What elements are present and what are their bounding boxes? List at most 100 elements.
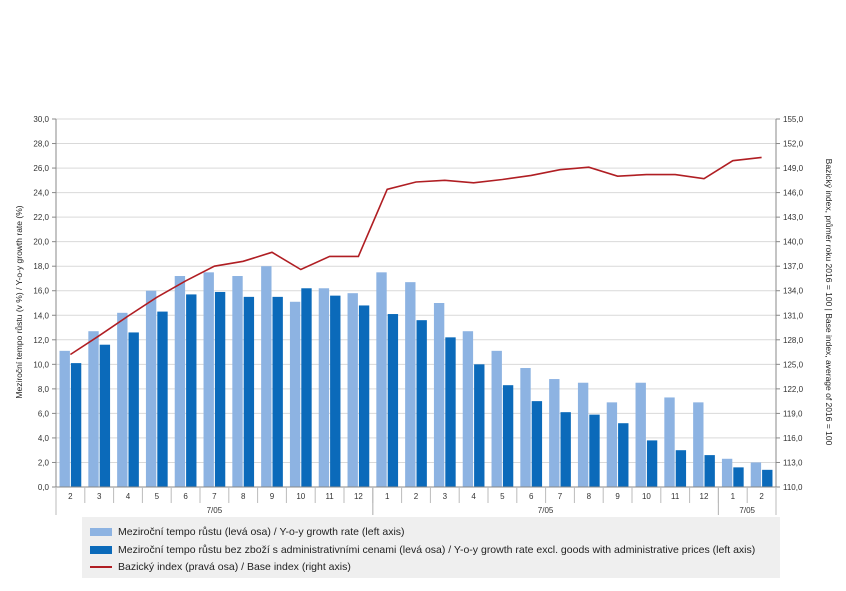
- legend-item-yoy: Meziroční tempo růstu (levá osa) / Y-o-y…: [90, 523, 405, 541]
- x-tick-label: 1: [385, 492, 390, 501]
- bar-yoy-excl: [704, 455, 715, 487]
- bar-yoy-excl: [675, 450, 687, 487]
- bar-yoy-excl: [128, 332, 139, 487]
- y-tick-label-right: 116,0: [783, 434, 803, 443]
- bar-yoy-excl: [186, 294, 197, 487]
- bar-yoy: [174, 276, 186, 487]
- legend-swatch-yoy-excl: [90, 546, 112, 554]
- x-tick-label: 3: [97, 492, 102, 501]
- x-tick-label: 10: [642, 492, 651, 501]
- bar-yoy-excl: [502, 385, 514, 487]
- bar-yoy: [289, 301, 301, 487]
- bar-yoy: [347, 293, 358, 487]
- x-tick-label: 8: [587, 492, 592, 501]
- bar-yoy: [232, 276, 243, 487]
- y-tick-label-left: 18,0: [33, 262, 49, 271]
- y-tick-label-right: 113,0: [783, 458, 803, 467]
- bar-yoy: [520, 368, 531, 487]
- legend: Meziroční tempo růstu (levá osa) / Y-o-y…: [82, 517, 780, 578]
- x-tick-label: 1: [731, 492, 736, 501]
- y-tick-label-left: 4,0: [38, 434, 50, 443]
- y-tick-label-left: 8,0: [38, 385, 50, 394]
- y-tick-label-left: 14,0: [33, 311, 49, 320]
- legend-item-base-index: Bazický index (pravá osa) / Base index (…: [90, 558, 351, 576]
- x-tick-label: 4: [126, 492, 131, 501]
- y-tick-label-right: 119,0: [783, 409, 803, 418]
- bar-yoy: [203, 272, 214, 487]
- x-tick-label: 3: [443, 492, 448, 501]
- legend-label-yoy-excl: Meziroční tempo růstu bez zboží s admini…: [118, 544, 756, 556]
- bar-yoy-excl: [646, 440, 658, 487]
- y-tick-label-left: 6,0: [38, 409, 50, 418]
- x-tick-label: 12: [354, 492, 363, 501]
- tick-labels: 0,0 2,0 4,0 6,0 8,0 10,0 12,0 14,0 16,0 18,0 20,0 2…: [33, 115, 803, 515]
- y-tick-label-left: 20,0: [33, 238, 49, 247]
- x-tick-label: 5: [500, 492, 505, 501]
- x-tick-label: 9: [615, 492, 620, 501]
- bar-yoy: [59, 350, 70, 487]
- bars: [59, 266, 773, 487]
- bar-yoy-excl: [157, 311, 168, 487]
- bar-yoy: [376, 272, 387, 487]
- bar-yoy: [606, 402, 618, 487]
- x-tick-label: 6: [183, 492, 188, 501]
- y-tick-label-right: 146,0: [783, 189, 804, 198]
- legend-swatch-base-index: [90, 566, 112, 568]
- bar-yoy-excl: [474, 364, 485, 487]
- bar-yoy: [750, 462, 762, 487]
- x-tick-label: 12: [700, 492, 709, 501]
- x-tick-label: 11: [671, 492, 680, 501]
- y-tick-label-left: 12,0: [33, 336, 49, 345]
- bar-yoy: [491, 350, 502, 487]
- y-tick-label-left: 10,0: [33, 360, 49, 369]
- x-tick-label: 7: [212, 492, 217, 501]
- base-index-line: [69, 156, 762, 356]
- legend-label-base-index: Bazický index (pravá osa) / Base index (…: [118, 561, 351, 573]
- y-tick-label-right: 155,0: [783, 115, 804, 124]
- y-tick-label-right: 131,0: [783, 311, 804, 320]
- y-axis-label-left: Meziroční tempo růstu (v %) / Y-o-y grow…: [14, 205, 24, 398]
- bar-yoy: [433, 303, 445, 487]
- legend-swatch-yoy: [90, 528, 112, 536]
- y-tick-label-left: 2,0: [38, 458, 50, 467]
- legend-label-yoy: Meziroční tempo růstu (levá osa) / Y-o-y…: [118, 526, 405, 538]
- bar-yoy-excl: [330, 295, 341, 487]
- base-index-polyline: [69, 156, 762, 356]
- bar-yoy-excl: [560, 412, 571, 487]
- y-tick-label-right: 128,0: [783, 336, 804, 345]
- x-tick-label: 2: [759, 492, 764, 501]
- y-tick-label-left: 28,0: [33, 140, 49, 149]
- bar-yoy: [549, 379, 560, 487]
- x-tick-label: 11: [325, 492, 334, 501]
- axes: [52, 118, 780, 515]
- bar-yoy: [88, 331, 99, 487]
- bar-yoy-excl: [387, 314, 399, 487]
- bar-yoy-excl: [272, 296, 283, 487]
- bar-yoy: [462, 331, 474, 487]
- y-tick-label-right: 137,0: [783, 262, 804, 271]
- y-axis-label-right: Bazický index, průměr roku 2016 = 100 | …: [824, 159, 834, 446]
- bar-yoy-excl: [445, 337, 456, 487]
- x-tick-label: 4: [471, 492, 476, 501]
- y-tick-label-right: 122,0: [783, 385, 804, 394]
- y-tick-label-right: 110,0: [783, 483, 803, 492]
- y-tick-label-left: 22,0: [33, 213, 49, 222]
- x-tick-label: 7: [558, 492, 563, 501]
- bar-yoy: [635, 382, 646, 487]
- bar-yoy: [318, 288, 330, 487]
- y-tick-label-left: 30,0: [33, 115, 49, 124]
- bar-yoy-excl: [618, 423, 629, 487]
- y-tick-label-left: 0,0: [38, 483, 50, 492]
- bar-yoy-excl: [358, 305, 370, 487]
- x-tick-label: 10: [296, 492, 305, 501]
- x-tick-label: 5: [155, 492, 160, 501]
- y-tick-label-left: 24,0: [33, 189, 49, 198]
- y-tick-label-right: 134,0: [783, 287, 804, 296]
- bar-yoy: [693, 402, 704, 487]
- x-tick-label: 9: [270, 492, 275, 501]
- bar-yoy-excl: [416, 320, 427, 487]
- y-tick-label-right: 140,0: [783, 238, 804, 247]
- y-tick-label-left: 26,0: [33, 164, 49, 173]
- y-tick-label-right: 149,0: [783, 164, 804, 173]
- bar-yoy: [721, 458, 733, 487]
